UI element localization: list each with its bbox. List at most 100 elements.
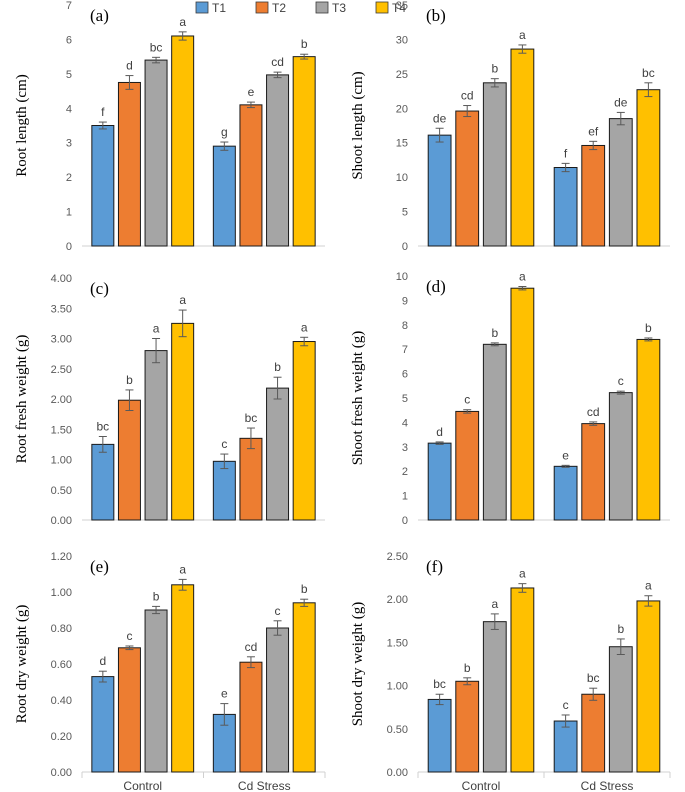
y-tick-label: 0.00	[387, 767, 408, 779]
y-tick-label: 2	[402, 466, 408, 478]
y-tick-label: 0.00	[51, 767, 72, 779]
significance-letter: b	[491, 326, 498, 340]
bar-t2	[239, 104, 263, 247]
legend-label: T2	[272, 1, 286, 15]
y-tick-label: 3	[402, 442, 408, 454]
y-axis-label: Root dry weight (g)	[14, 605, 30, 724]
significance-letter: ef	[588, 124, 599, 138]
y-tick-label: 1	[66, 207, 72, 219]
bar-t1	[91, 443, 115, 521]
bar-t2	[581, 144, 606, 247]
y-tick-label: 2.00	[51, 394, 72, 406]
bar-t2	[117, 399, 141, 521]
significance-letter: a	[645, 579, 652, 593]
significance-letter: a	[301, 320, 308, 334]
significance-letter: b	[464, 661, 471, 675]
panel-d: 0 1 2 3 4 5 6 7 8 9 10 Shoot fresh weight (g) (d) d c b…	[350, 269, 670, 527]
y-axis-label: Root fresh weight (g)	[14, 335, 30, 464]
bar-t1	[427, 134, 452, 247]
y-tick-label: 8	[402, 320, 408, 332]
significance-letter: a	[153, 322, 160, 336]
panel-label: (b)	[426, 6, 446, 25]
x-category-label: Control	[123, 779, 162, 792]
panel-label: (a)	[90, 6, 109, 25]
significance-letter: a	[179, 293, 186, 307]
significance-letter: de	[433, 111, 447, 125]
y-axis-label: Shoot fresh weight (g)	[350, 331, 366, 466]
legend-item-t4: T4	[375, 1, 406, 15]
legend: T1 T2 T3 T4	[195, 1, 406, 15]
significance-letter: bc	[245, 411, 258, 425]
bar-t4	[510, 287, 535, 521]
bar-t3	[608, 392, 633, 521]
significance-letter: b	[645, 321, 652, 335]
y-tick-label: 10	[396, 271, 408, 283]
y-tick-label: 5	[402, 207, 408, 219]
y-axis-label: Shoot dry weight (g)	[350, 602, 366, 727]
y-tick-label: 0.40	[51, 695, 72, 707]
y-tick-label: 3.00	[51, 334, 72, 346]
legend-label: T1	[212, 1, 226, 15]
bar-t4	[292, 56, 316, 247]
bar-t2	[239, 661, 263, 773]
significance-letter: de	[614, 95, 628, 109]
significance-letter: cd	[245, 640, 258, 654]
legend-item-t2: T2	[255, 1, 286, 15]
bar-t3	[482, 343, 507, 521]
bar-t2	[581, 693, 606, 773]
y-tick-label: 30	[396, 34, 408, 46]
panel-label: (f)	[426, 557, 443, 576]
y-tick-label: 7	[66, 0, 72, 12]
significance-letter: bc	[150, 40, 163, 54]
panel-f: 0.00 0.50 1.00 1.50 2.00 2.50 Shoot dry weight…	[350, 551, 671, 792]
bar-t2	[455, 110, 480, 247]
y-tick-label: 3.50	[51, 303, 72, 315]
y-tick-label: 0.50	[51, 485, 72, 497]
significance-letter: a	[519, 269, 526, 283]
significance-letter: c	[221, 437, 227, 451]
significance-letter: a	[519, 567, 526, 581]
y-tick-label: 5	[402, 393, 408, 405]
significance-letter: bc	[433, 677, 446, 691]
significance-letter: b	[617, 622, 624, 636]
bar-t4	[292, 602, 316, 773]
bar-t4	[171, 584, 195, 773]
bar-t3	[266, 627, 290, 773]
panel-label: (c)	[90, 279, 109, 298]
significance-letter: e	[248, 85, 255, 99]
x-category-label: Cd Stress	[581, 779, 634, 792]
panel-label: (e)	[90, 557, 109, 576]
bar-t4	[510, 587, 535, 773]
legend-swatch	[195, 1, 209, 14]
bar-t2	[455, 680, 480, 773]
y-tick-label: 2.00	[387, 594, 408, 606]
y-tick-label: 1.20	[51, 551, 72, 563]
significance-letter: c	[618, 374, 624, 388]
y-tick-label: 0	[66, 241, 72, 253]
significance-letter: f	[101, 105, 105, 119]
x-category-label: Control	[462, 779, 501, 792]
y-tick-label: 7	[402, 344, 408, 356]
y-tick-label: 6	[402, 369, 408, 381]
significance-letter: d	[126, 59, 133, 73]
y-tick-label: 0.50	[387, 724, 408, 736]
significance-letter: b	[491, 62, 498, 76]
y-tick-label: 2.50	[51, 364, 72, 376]
panel-e: 0.00 0.20 0.40 0.60 0.80 1.00 1.20 Root dry wei…	[14, 551, 326, 792]
legend-item-t1: T1	[195, 1, 226, 15]
significance-letter: e	[221, 687, 228, 701]
bar-t3	[266, 74, 290, 247]
significance-letter: bc	[96, 420, 109, 434]
significance-letter: b	[153, 589, 160, 603]
bar-t1	[212, 145, 236, 247]
significance-letter: cd	[271, 55, 284, 69]
bar-t2	[455, 410, 480, 521]
y-tick-label: 4	[402, 417, 408, 429]
x-category-label: Cd Stress	[238, 779, 291, 792]
bar-t3	[482, 82, 507, 247]
legend-item-t3: T3	[315, 1, 346, 15]
bar-t1	[427, 698, 452, 773]
bar-t3	[144, 609, 168, 773]
significance-letter: d	[436, 425, 443, 439]
y-tick-label: 0.80	[51, 623, 72, 635]
